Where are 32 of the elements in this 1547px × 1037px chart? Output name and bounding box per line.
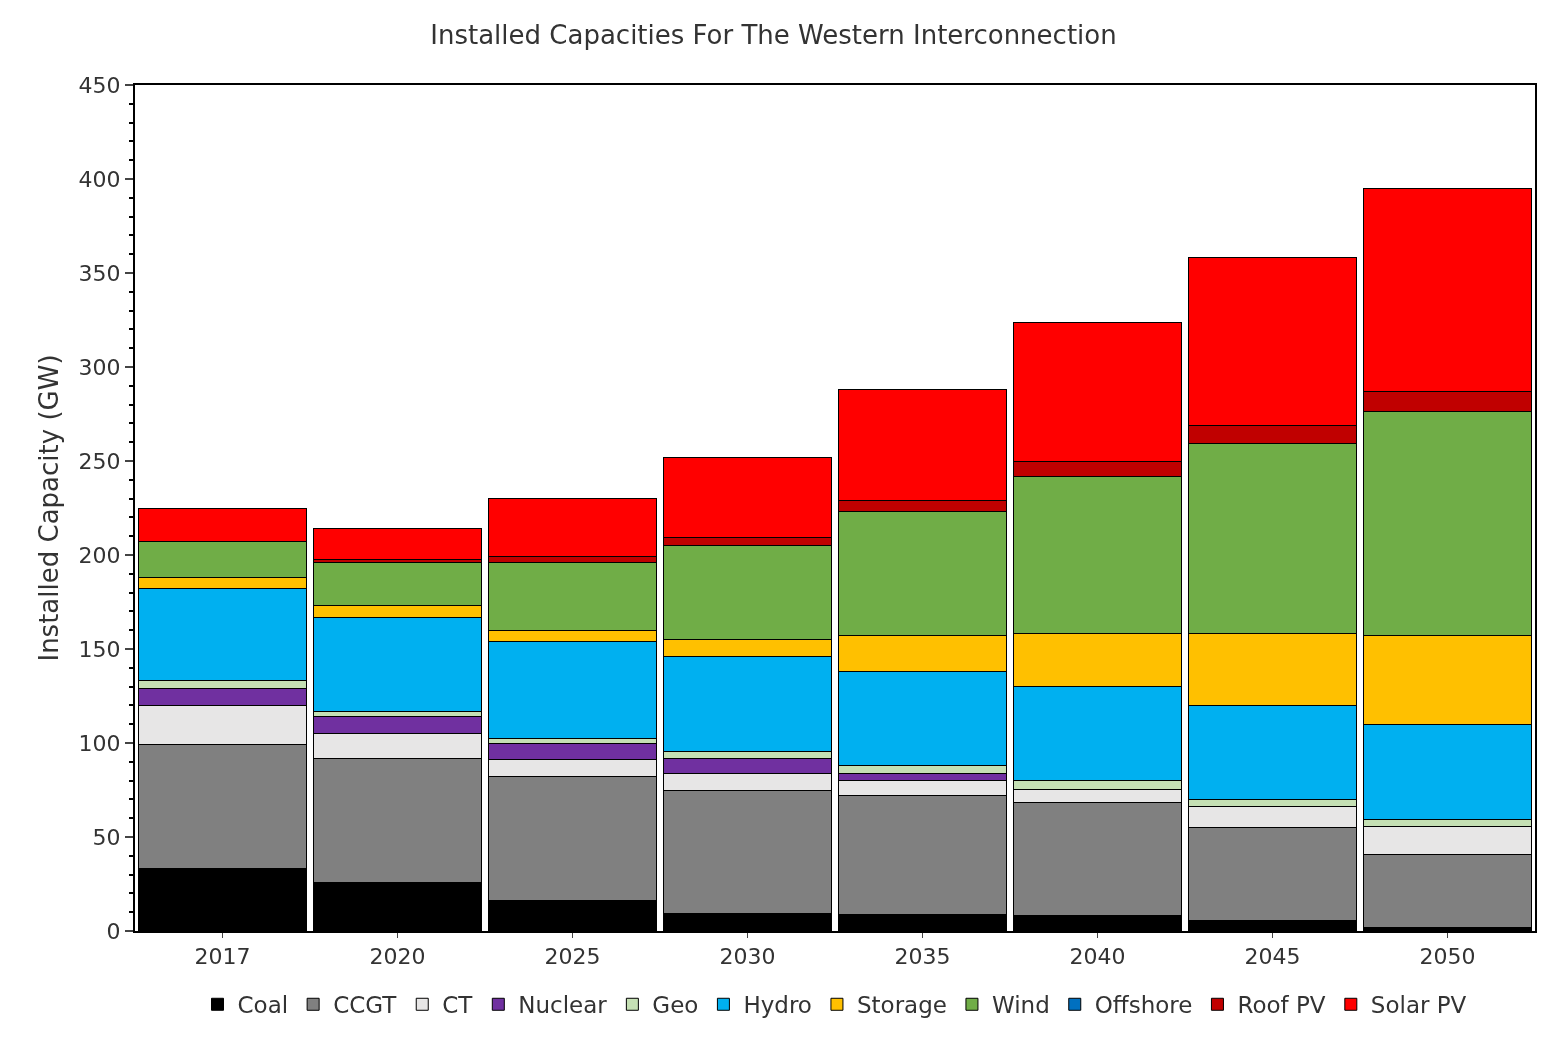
y-tick-label: 0 bbox=[106, 918, 121, 944]
legend-label: Solar PV bbox=[1370, 992, 1467, 1019]
y-tick-label: 400 bbox=[78, 166, 121, 192]
legend-label: Roof PV bbox=[1237, 992, 1326, 1019]
y-tick-label: 50 bbox=[92, 824, 121, 850]
x-tick-label: 2040 bbox=[1069, 944, 1126, 970]
legend-label: CT bbox=[442, 992, 474, 1019]
x-tick-label: 2050 bbox=[1419, 944, 1476, 970]
y-axis-title: Installed Capacity (GW) bbox=[34, 354, 65, 662]
legend-label: Wind bbox=[991, 992, 1050, 1019]
y-tick-label: 350 bbox=[78, 260, 121, 286]
legend-label: Hydro bbox=[743, 992, 812, 1019]
x-tick-label: 2030 bbox=[719, 944, 776, 970]
legend-label: Offshore bbox=[1094, 992, 1193, 1019]
x-tick-label: 2045 bbox=[1244, 944, 1301, 970]
legend-label: Nuclear bbox=[518, 992, 608, 1019]
x-tick-label: 2025 bbox=[544, 944, 601, 970]
y-tick-label: 250 bbox=[78, 448, 121, 474]
x-tick-label: 2035 bbox=[894, 944, 951, 970]
y-tick-label: 100 bbox=[78, 730, 121, 756]
legend-label: Storage bbox=[856, 992, 947, 1019]
legend-label: Geo bbox=[652, 992, 699, 1019]
chart-title: Installed Capacities For The Western Interconnection bbox=[430, 20, 1117, 51]
legend-label: CCGT bbox=[333, 992, 398, 1019]
legend-label: Coal bbox=[237, 992, 289, 1019]
x-tick-label: 2017 bbox=[194, 944, 251, 970]
y-tick-label: 450 bbox=[78, 72, 121, 98]
x-tick-label: 2020 bbox=[369, 944, 426, 970]
bar bbox=[313, 528, 482, 561]
y-tick-label: 150 bbox=[78, 636, 121, 662]
y-tick-label: 200 bbox=[78, 542, 121, 568]
y-tick-label: 300 bbox=[78, 354, 121, 380]
